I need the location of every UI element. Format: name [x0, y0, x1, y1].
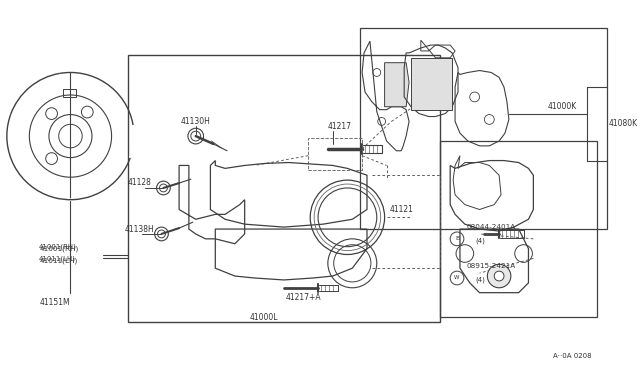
Text: (4): (4)	[476, 277, 486, 283]
Text: 41000L: 41000L	[250, 312, 278, 322]
Text: 41130H: 41130H	[181, 117, 211, 126]
Text: 41011(LH): 41011(LH)	[39, 255, 76, 262]
Bar	[128, 55, 440, 322]
Bar	[360, 28, 607, 229]
Bar	[63, 89, 76, 97]
Text: B: B	[455, 236, 459, 241]
Text: 41217+A: 41217+A	[286, 293, 321, 302]
Text: 41217: 41217	[328, 122, 352, 131]
Polygon shape	[385, 63, 409, 107]
Polygon shape	[411, 58, 452, 110]
Text: 41151M: 41151M	[40, 298, 70, 307]
Text: 41121: 41121	[390, 205, 413, 214]
Bar	[308, 138, 362, 170]
Circle shape	[488, 264, 511, 288]
Text: A··0A 0208: A··0A 0208	[553, 353, 591, 359]
Text: (4): (4)	[476, 238, 486, 244]
Text: 41011(LH): 41011(LH)	[39, 257, 77, 264]
Text: 41001(RH): 41001(RH)	[39, 246, 78, 252]
Text: 08044-2401A: 08044-2401A	[467, 224, 516, 230]
Bar	[440, 141, 597, 317]
Text: W: W	[454, 276, 460, 280]
Text: 41000K: 41000K	[548, 102, 577, 111]
Text: 41138H: 41138H	[124, 225, 154, 234]
Text: 41001(RH): 41001(RH)	[39, 243, 77, 250]
Text: 41128: 41128	[127, 177, 151, 187]
Text: 41080K: 41080K	[609, 119, 638, 128]
Circle shape	[494, 271, 504, 281]
Text: 08915-2421A: 08915-2421A	[467, 263, 516, 269]
